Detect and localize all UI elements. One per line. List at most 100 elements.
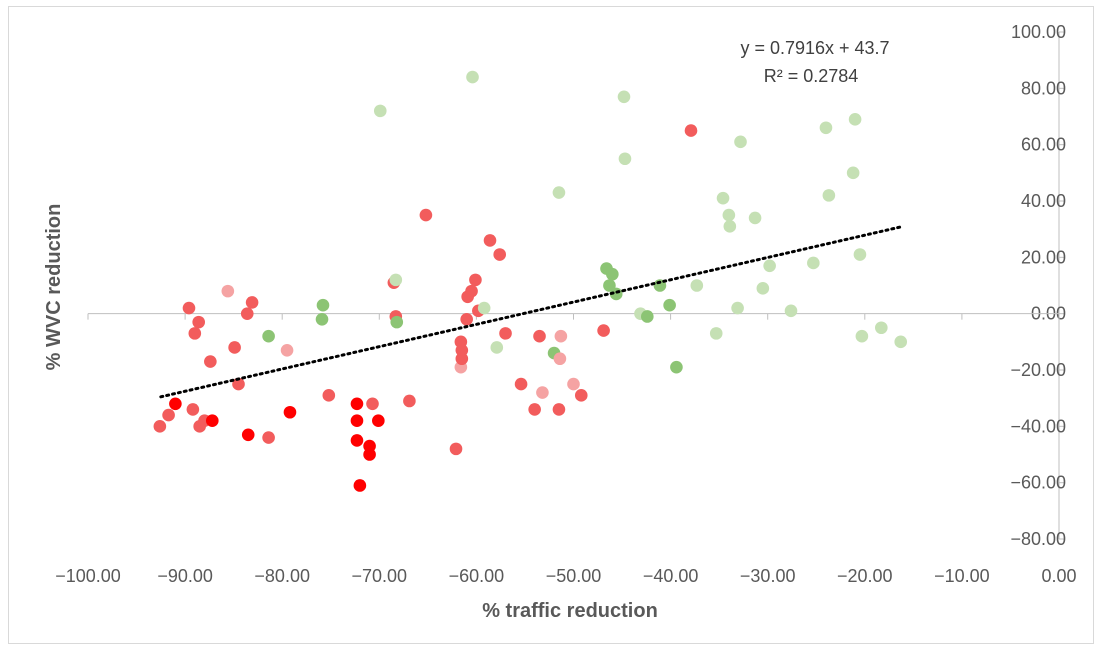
data-point	[363, 448, 376, 461]
data-point	[205, 414, 219, 428]
data-point	[403, 394, 416, 408]
data-point	[188, 327, 202, 340]
data-point	[280, 343, 294, 357]
data-point	[373, 104, 387, 118]
x-tick-label: −30.00	[740, 566, 796, 586]
data-point	[533, 329, 546, 343]
data-point	[245, 296, 259, 309]
data-point	[232, 377, 245, 391]
x-axis-title: % traffic reduction	[482, 600, 658, 622]
trendline	[159, 225, 903, 399]
data-point	[853, 248, 867, 261]
data-points	[153, 70, 908, 492]
x-tick-label: −80.00	[254, 566, 310, 586]
data-point	[240, 307, 254, 320]
y-tick-label: 80.00	[1021, 78, 1066, 98]
data-point	[822, 189, 836, 202]
x-tick-label: −60.00	[449, 566, 505, 586]
data-point	[554, 329, 568, 343]
x-axis: −100.00 −90.00 −80.00 −70.00 −60.00 −50.00 −40…	[55, 313, 1077, 586]
data-point	[465, 284, 478, 298]
data-point	[350, 397, 364, 411]
trendline-group	[159, 225, 903, 399]
y-axis-title: % WVC reduction	[43, 204, 65, 371]
data-point	[493, 248, 507, 261]
data-point	[186, 403, 200, 416]
data-point	[490, 341, 504, 354]
data-point	[603, 279, 616, 292]
data-point	[162, 408, 175, 422]
data-point	[722, 208, 736, 222]
data-point	[350, 414, 364, 428]
data-point	[597, 324, 610, 337]
y-tick-label: −80.00	[1010, 529, 1066, 549]
data-point	[372, 414, 385, 428]
trendline-equation: y = 0.7916x + 43.7	[740, 38, 889, 58]
data-point	[618, 152, 632, 166]
data-point	[763, 259, 776, 273]
data-point	[846, 166, 860, 180]
data-point	[262, 329, 275, 343]
data-point	[322, 389, 336, 402]
data-point	[748, 211, 762, 225]
data-point	[690, 279, 704, 292]
data-point	[528, 403, 541, 416]
data-point	[204, 355, 217, 368]
data-point	[574, 389, 588, 402]
data-point	[228, 341, 241, 354]
data-point	[640, 310, 654, 323]
data-point	[455, 352, 469, 366]
x-tick-label: −90.00	[157, 566, 213, 586]
x-tick-label: 0.00	[1041, 566, 1076, 586]
data-point	[460, 313, 473, 326]
data-point	[389, 273, 403, 287]
data-point	[182, 301, 196, 315]
data-point	[483, 234, 497, 247]
data-point	[169, 397, 182, 411]
x-tick-label: −100.00	[55, 566, 121, 586]
data-point	[477, 301, 491, 315]
data-point	[316, 298, 330, 312]
y-tick-label: −40.00	[1010, 416, 1066, 436]
data-point	[606, 267, 619, 281]
data-point	[723, 220, 737, 233]
data-point	[536, 386, 549, 399]
data-point	[552, 186, 566, 199]
data-point	[153, 420, 167, 433]
data-point	[756, 282, 770, 295]
data-point	[499, 327, 512, 340]
data-point	[848, 113, 862, 126]
data-point	[419, 208, 433, 222]
x-tick-label: −50.00	[546, 566, 602, 586]
y-tick-label: 100.00	[1011, 22, 1066, 42]
y-axis: 100.0080.0060.0040.0020.000.00−20.00−40.…	[1010, 22, 1066, 549]
data-point	[514, 377, 528, 391]
data-point	[466, 70, 479, 84]
x-tick-label: −10.00	[934, 566, 990, 586]
data-point	[617, 90, 631, 104]
data-point	[731, 301, 744, 315]
y-tick-label: −60.00	[1010, 473, 1066, 493]
data-point	[390, 315, 404, 329]
y-tick-label: 40.00	[1021, 191, 1066, 211]
data-point	[315, 313, 329, 326]
data-point	[684, 124, 698, 137]
y-tick-label: −20.00	[1010, 360, 1066, 380]
data-point	[449, 442, 463, 456]
x-tick-label: −20.00	[837, 566, 893, 586]
data-point	[221, 284, 235, 298]
data-point	[283, 405, 297, 419]
y-tick-label: 60.00	[1021, 135, 1066, 155]
data-point	[734, 135, 747, 149]
data-point	[552, 403, 566, 416]
data-point	[350, 434, 364, 447]
data-point	[366, 397, 379, 411]
data-point	[241, 428, 255, 442]
trendline-r-squared: R² = 0.2784	[764, 66, 859, 86]
data-point	[670, 360, 683, 374]
data-point	[855, 329, 869, 343]
data-point	[784, 304, 798, 318]
data-point	[663, 298, 676, 312]
data-point	[567, 377, 580, 391]
